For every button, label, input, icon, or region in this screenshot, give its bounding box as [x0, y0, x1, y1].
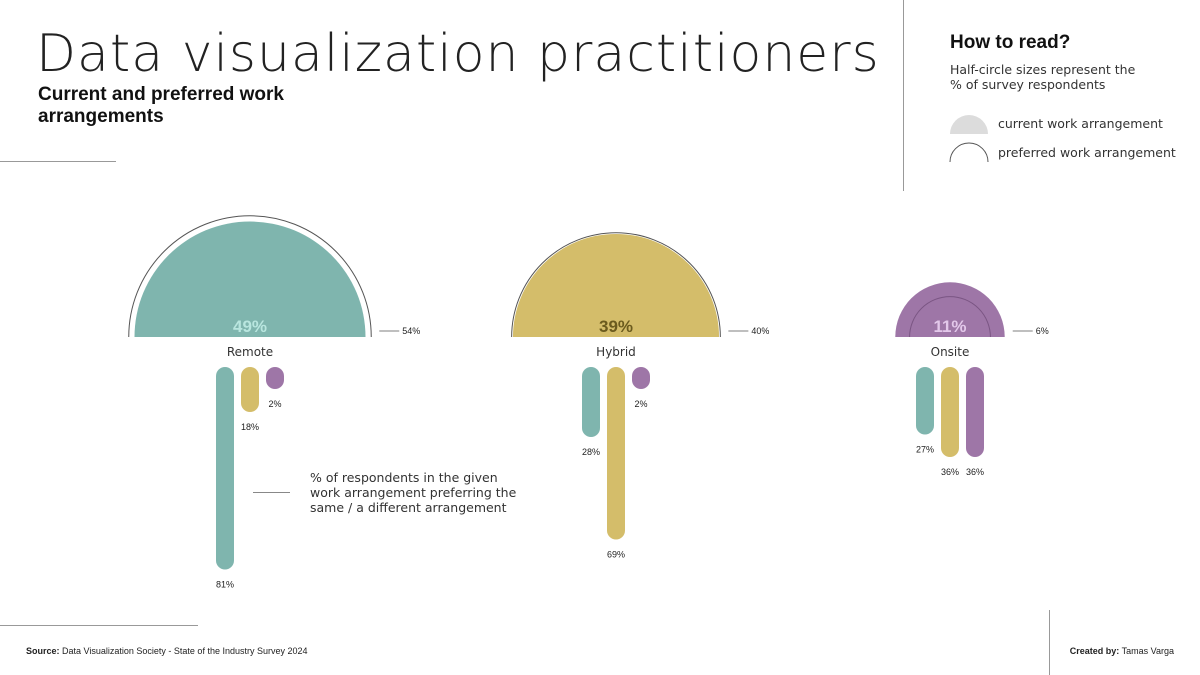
category-label-hybrid: Hybrid [596, 345, 636, 359]
bar-hybrid-to-remote [582, 367, 600, 437]
legend-current-swatch [950, 115, 988, 134]
bar-label-remote-to-hybrid: 18% [241, 422, 259, 432]
bar-label-remote-to-onsite: 2% [268, 399, 281, 409]
bar-onsite-to-hybrid [941, 367, 959, 457]
current-label-hybrid: 39% [599, 317, 633, 336]
current-label-onsite: 11% [933, 317, 966, 336]
bar-remote-to-hybrid [241, 367, 259, 412]
half-circle-current-remote [134, 221, 366, 337]
annotation-text: % of respondents in the given work arran… [310, 470, 517, 515]
half-circle-preferred-onsite [909, 296, 991, 338]
half-circle-current-onsite [895, 282, 1005, 337]
how-to-read-title: How to read? [950, 32, 1071, 53]
how-to-read-description: Half-circle sizes represent the % of sur… [950, 62, 1136, 92]
legend-current-label: current work arrangement [998, 116, 1163, 131]
divider-top-left [0, 161, 116, 162]
bar-hybrid-to-onsite [632, 367, 650, 389]
preferred-label-onsite: 6% [1036, 326, 1049, 336]
credit-text: Tamas Varga [1121, 646, 1174, 656]
category-label-remote: Remote [227, 345, 273, 359]
page-title: Data visualization practitioners [36, 24, 880, 84]
half-circle-current-hybrid [512, 233, 720, 337]
preferred-label-remote: 54% [402, 326, 420, 336]
divider-bottom-left [0, 625, 198, 626]
bar-label-onsite-to-remote: 27% [916, 445, 934, 455]
bar-onsite-to-onsite [966, 367, 984, 457]
bar-label-hybrid-to-onsite: 2% [634, 399, 647, 409]
bar-label-hybrid-to-remote: 28% [582, 447, 600, 457]
bar-remote-to-onsite [266, 367, 284, 389]
page-subtitle: Current and preferred work arrangements [38, 84, 284, 127]
bar-label-hybrid-to-hybrid: 69% [607, 550, 625, 560]
preferred-label-hybrid: 40% [751, 326, 769, 336]
category-label-onsite: Onsite [931, 345, 970, 359]
bar-label-remote-to-remote: 81% [216, 580, 234, 590]
legend-preferred-swatch [949, 142, 989, 163]
bar-remote-to-remote [216, 367, 234, 570]
bar-label-onsite-to-hybrid: 36% [941, 467, 959, 477]
half-circle-preferred-remote [128, 215, 372, 338]
annotation-leader-line [253, 492, 290, 493]
footer-source: Source: Data Visualization Society - Sta… [26, 646, 308, 656]
bar-label-onsite-to-onsite: 36% [966, 467, 984, 477]
legend-swatches [949, 115, 989, 163]
footer-credit: Created by: Tamas Varga [1070, 646, 1174, 656]
bar-onsite-to-remote [916, 367, 934, 435]
divider-vertical-top [903, 0, 904, 191]
source-text: Data Visualization Society - State of th… [62, 646, 308, 656]
legend-preferred-label: preferred work arrangement [998, 145, 1176, 160]
current-label-remote: 49% [233, 317, 267, 336]
credit-label: Created by: [1069, 646, 1120, 656]
source-label: Source: [26, 646, 60, 656]
half-circle-preferred-hybrid [511, 232, 721, 338]
bar-hybrid-to-hybrid [607, 367, 625, 540]
divider-vertical-bottom [1049, 610, 1050, 675]
